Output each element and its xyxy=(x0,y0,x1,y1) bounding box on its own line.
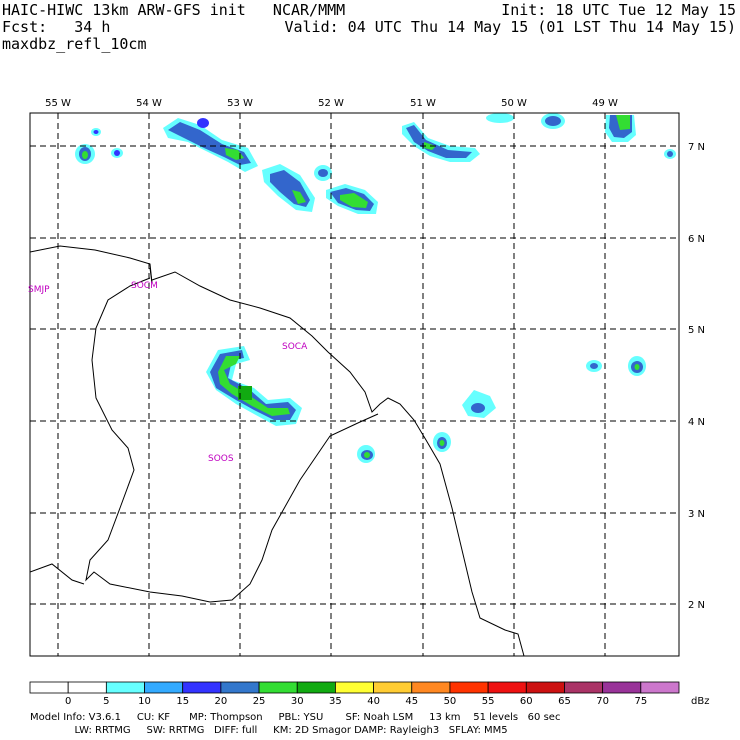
echo-core xyxy=(292,190,306,204)
colorbar-swatch xyxy=(335,681,374,694)
colorbar-swatch xyxy=(67,681,107,694)
header-init-time: Init: 18 UTC Tue 12 May 15 xyxy=(501,1,736,19)
lat-label: 5 N xyxy=(688,325,705,336)
colorbar-swatch xyxy=(411,681,451,694)
colorbar-swatch xyxy=(449,681,489,694)
colorbar-level-label: 5 xyxy=(103,696,109,707)
colorbar-swatch xyxy=(258,681,298,694)
colorbar-swatch xyxy=(296,681,336,694)
boundary-line xyxy=(30,563,85,585)
colorbar-swatch xyxy=(220,681,260,694)
lat-label: 3 N xyxy=(688,509,705,520)
footer-physics-info: LW: RRTMG SW: RRTMG DIFF: full KM: 2D Sm… xyxy=(30,725,508,736)
echo-core xyxy=(364,452,370,458)
echo-cell xyxy=(545,116,561,126)
lon-label: 49 W xyxy=(592,98,618,109)
colorbar-level-label: 40 xyxy=(367,696,380,707)
echo-core xyxy=(225,148,244,160)
echo-cell xyxy=(486,113,514,123)
boundary-line xyxy=(149,267,153,284)
colorbar-level-label: 70 xyxy=(596,696,609,707)
header-valid-time: Valid: 04 UTC Thu 14 May 15 (01 LST Thu … xyxy=(284,18,736,36)
colorbar-level-label: 35 xyxy=(329,696,342,707)
header-model-title: HAIC-HIWC 13km ARW-GFS init NCAR/MMM xyxy=(2,1,346,19)
station-label: SOCM xyxy=(131,281,158,291)
colorbar-level-label: 25 xyxy=(253,696,266,707)
header-field-name: maxdbz_refl_10cm xyxy=(2,35,147,53)
header-forecast-hour: Fcst: 34 h xyxy=(2,18,111,36)
colorbar-swatch xyxy=(144,681,184,694)
lat-label: 4 N xyxy=(688,417,705,428)
colorbar-swatch xyxy=(29,681,69,694)
echo-cell xyxy=(114,150,120,156)
colorbar-swatch xyxy=(373,681,413,694)
lon-labels: 55 W 54 W 53 W 52 W 51 W 50 W 49 W xyxy=(45,98,618,109)
echo-band-north xyxy=(406,125,472,158)
lon-label: 54 W xyxy=(136,98,162,109)
reflectivity-field xyxy=(75,113,676,463)
lat-label: 2 N xyxy=(688,600,705,611)
lon-label: 53 W xyxy=(227,98,253,109)
boundary-line xyxy=(151,271,525,656)
lon-label: 55 W xyxy=(45,98,71,109)
lon-label: 52 W xyxy=(318,98,344,109)
colorbar-level-label: 45 xyxy=(405,696,418,707)
boundary-line xyxy=(30,245,153,284)
colorbar-level-label: 75 xyxy=(634,696,647,707)
echo-core-intense xyxy=(238,386,252,400)
echo-cell xyxy=(197,118,209,128)
colorbar-level-label: 20 xyxy=(215,696,228,707)
colorbar-swatch xyxy=(105,681,145,694)
colorbar-swatch xyxy=(640,681,680,694)
map-boundaries xyxy=(30,245,525,656)
echo-cell xyxy=(471,403,485,413)
station-label: SOOS xyxy=(208,454,234,464)
colorbar-swatch xyxy=(182,681,222,694)
echo-cell xyxy=(93,130,99,134)
station-label: SMJP xyxy=(28,285,50,295)
colorbar-swatch xyxy=(564,681,604,694)
colorbar-level-label: 30 xyxy=(291,696,304,707)
colorbar: 0 5 10 15 20 25 30 35 40 45 50 55 60 65 70 75 xyxy=(29,681,680,707)
lat-label: 7 N xyxy=(688,142,705,153)
lon-label: 51 W xyxy=(410,98,436,109)
echo-core xyxy=(616,115,630,130)
colorbar-level-label: 0 xyxy=(65,696,71,707)
echo-core xyxy=(340,193,368,208)
echo-core xyxy=(218,356,290,416)
colorbar-unit: dBz xyxy=(691,696,709,707)
colorbar-swatch xyxy=(487,681,527,694)
footer-model-info: Model Info: V3.6.1 CU: KF MP: Thompson P… xyxy=(30,712,561,723)
echo-core xyxy=(439,440,445,446)
lat-label: 6 N xyxy=(688,234,705,245)
colorbar-swatch xyxy=(525,681,565,694)
lat-labels: 7 N 6 N 5 N 4 N 3 N 2 N xyxy=(688,142,705,611)
colorbar-level-label: 65 xyxy=(558,696,571,707)
station-label: SOCA xyxy=(282,342,308,352)
echo-cell xyxy=(590,363,598,369)
boundary-line xyxy=(85,277,379,603)
colorbar-level-label: 55 xyxy=(482,696,495,707)
echo-cell xyxy=(318,169,328,177)
colorbar-swatch xyxy=(602,681,642,694)
colorbar-level-label: 60 xyxy=(520,696,533,707)
map-frame xyxy=(29,112,680,657)
latlon-grid xyxy=(30,113,679,656)
lon-label: 50 W xyxy=(501,98,527,109)
colorbar-level-label: 15 xyxy=(176,696,189,707)
echo-core xyxy=(634,364,640,370)
colorbar-level-label: 10 xyxy=(138,696,151,707)
echo-cell xyxy=(82,151,88,159)
colorbar-level-label: 50 xyxy=(444,696,457,707)
echo-cell xyxy=(667,151,673,157)
